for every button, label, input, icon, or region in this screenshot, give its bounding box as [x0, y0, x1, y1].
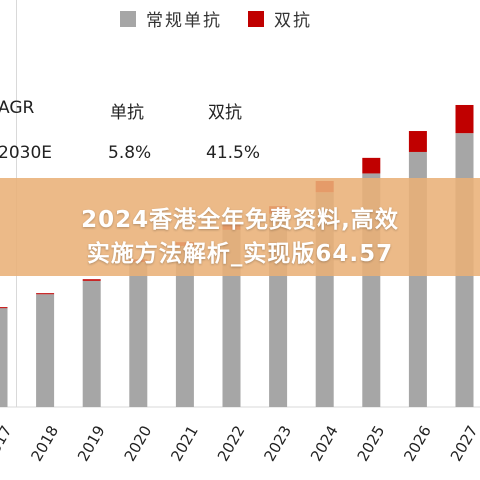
x-tick-label-2020: 2020 — [121, 422, 156, 464]
cagr-row-label: 2030E — [0, 143, 53, 163]
cagr-col-bispecific: 双抗 — [208, 103, 242, 123]
bar-bispecific-2019 — [82, 279, 101, 281]
bar-bispecific-2018 — [36, 293, 55, 295]
x-tick-label-2024: 2024 — [307, 422, 342, 464]
x-tick-label-2021: 2021 — [167, 422, 202, 464]
overlay-banner: 2024香港全年免费资料,高效 实施方法解析_实现版64.57 — [0, 178, 480, 276]
cagr-col-regular: 单抗 — [110, 103, 144, 123]
bar-regular-2021 — [175, 245, 194, 407]
x-tick-label-2027: 2027 — [447, 422, 480, 464]
cagr-value-bispecific: 41.5% — [206, 143, 261, 163]
x-tick-label-2019: 2019 — [74, 422, 109, 464]
x-tick-label-2017: 2017 — [0, 422, 16, 464]
x-tick-label-2023: 2023 — [260, 422, 295, 464]
x-tick-label-2025: 2025 — [354, 422, 389, 464]
legend-swatch-regular — [120, 10, 136, 27]
legend-item-bispecific: 双抗 — [248, 6, 312, 31]
bar-bispecific-2025 — [362, 157, 381, 174]
legend-label-regular: 常规单抗 — [146, 11, 222, 31]
bar-regular-2020 — [129, 262, 148, 407]
x-tick-label-2018: 2018 — [27, 422, 62, 464]
legend-label-bispecific: 双抗 — [274, 11, 312, 31]
bar-bispecific-2017 — [0, 307, 8, 309]
bar-regular-2019 — [82, 280, 101, 407]
x-tick-label-2022: 2022 — [214, 422, 249, 464]
banner-line-2: 实施方法解析_实现版64.57 — [86, 241, 394, 267]
legend: 常规单抗 双抗 — [120, 6, 338, 31]
x-tick-label-2026: 2026 — [400, 422, 435, 464]
x-tick-labels: 2017 2018 2019 2020 2021 2022 2023 2024 2025 2026… — [0, 422, 480, 464]
bar-regular-2018 — [36, 294, 55, 407]
legend-swatch-bispecific — [248, 10, 264, 27]
legend-item-regular: 常规单抗 — [120, 6, 222, 31]
bar-bispecific-2026 — [408, 131, 427, 152]
cagr-header: AGR — [0, 98, 35, 118]
banner-line-1: 2024香港全年免费资料,高效 — [81, 207, 399, 233]
bar-regular-2017 — [0, 307, 8, 407]
cagr-value-regular: 5.8% — [108, 143, 152, 163]
bar-bispecific-2027 — [455, 104, 474, 134]
